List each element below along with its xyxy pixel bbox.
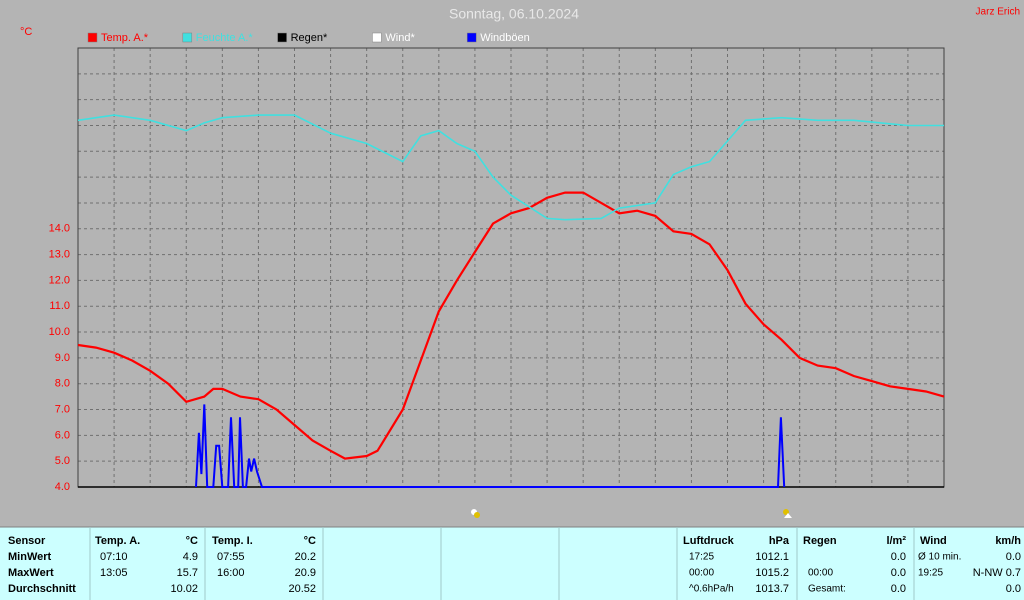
table-cell: 13:05 <box>100 567 128 579</box>
table-columns <box>89 527 915 600</box>
table-cell: MinWert <box>8 551 52 563</box>
table-header: Sensor <box>8 535 46 547</box>
table-cell: 0.0 <box>891 551 906 563</box>
table-cell: 07:10 <box>100 551 128 563</box>
table-cell: 1013.7 <box>755 583 789 595</box>
table-cell: ^0.6hPa/h <box>689 584 734 595</box>
table-background <box>0 527 1024 600</box>
table-cell: Ø 10 min. <box>918 552 961 563</box>
legend-swatch <box>466 32 477 43</box>
series-line <box>195 404 786 488</box>
legend-label: Regen* <box>291 32 328 44</box>
y-tick-label: 4.0 <box>55 481 70 493</box>
table-cell: 15.7 <box>177 567 198 579</box>
y-tick-label: 11.0 <box>49 300 70 312</box>
legend-label: Feuchte A.* <box>196 32 254 44</box>
table-cell: 0.0 <box>891 567 906 579</box>
y-tick-label: 7.0 <box>55 403 70 415</box>
table-cell: 20.9 <box>295 567 316 579</box>
y-tick-label: 6.0 <box>55 429 70 441</box>
table-header: °C <box>304 535 316 547</box>
series-line <box>77 114 944 221</box>
table-cell: 00:00 <box>808 568 833 579</box>
table-cell: 00:00 <box>689 568 714 579</box>
table-header: Regen <box>803 535 837 547</box>
legend-label: Wind* <box>385 32 415 44</box>
table-header: km/h <box>995 535 1021 547</box>
sunset-icon <box>784 513 792 518</box>
y-tick-label: 14.0 <box>49 223 70 235</box>
table-cell: 20.2 <box>295 551 316 563</box>
table-header: Luftdruck <box>683 535 735 547</box>
table-header: Temp. I. <box>212 535 253 547</box>
sunset-icon <box>783 509 789 515</box>
chart-title: Sonntag, 06.10.2024 <box>449 6 579 22</box>
table-cell: Gesamt: <box>808 584 846 595</box>
background <box>0 0 1024 527</box>
table-header: Wind <box>920 535 947 547</box>
table-cell: 1012.1 <box>755 551 789 563</box>
table-cell: 1015.2 <box>755 567 789 579</box>
table-cell: MaxWert <box>8 567 54 579</box>
legend-label: Temp. A.* <box>101 32 149 44</box>
y-unit: °C <box>20 26 32 38</box>
series-line <box>77 191 945 460</box>
table-header: °C <box>186 535 198 547</box>
table-cell: N-NW 0.7 <box>973 567 1021 579</box>
author: Jarz Erich <box>976 7 1020 18</box>
legend-swatch <box>87 32 98 43</box>
y-tick-label: 8.0 <box>55 378 70 390</box>
table-cell: 4.9 <box>183 551 198 563</box>
legend-swatch <box>182 32 193 43</box>
table-header: hPa <box>769 535 790 547</box>
y-tick-label: 13.0 <box>49 248 70 260</box>
table-cell: 0.0 <box>1006 551 1021 563</box>
table-cell: 07:55 <box>217 551 245 563</box>
table-header: l/m² <box>886 535 906 547</box>
table-cell: 0.0 <box>1006 583 1021 595</box>
legend-swatch <box>277 32 287 43</box>
table-cell: 0.0 <box>891 583 906 595</box>
legend-swatch <box>372 32 382 43</box>
table-cell: Durchschnitt <box>8 583 76 595</box>
table-cell: 20.52 <box>288 583 316 595</box>
y-tick-label: 5.0 <box>55 455 70 467</box>
y-tick-label: 12.0 <box>49 274 70 286</box>
y-tick-label: 9.0 <box>55 352 70 364</box>
table-cell: 10.02 <box>170 583 198 595</box>
legend-label: Windböen <box>480 32 530 44</box>
y-tick-label: 10.0 <box>49 326 70 338</box>
sunrise-icon <box>474 512 480 518</box>
table-cell: 19:25 <box>918 568 943 579</box>
sun-icon <box>471 509 792 518</box>
table-cell: 17:25 <box>689 552 714 563</box>
table-cell: 16:00 <box>217 567 245 579</box>
table-header: Temp. A. <box>95 535 140 547</box>
